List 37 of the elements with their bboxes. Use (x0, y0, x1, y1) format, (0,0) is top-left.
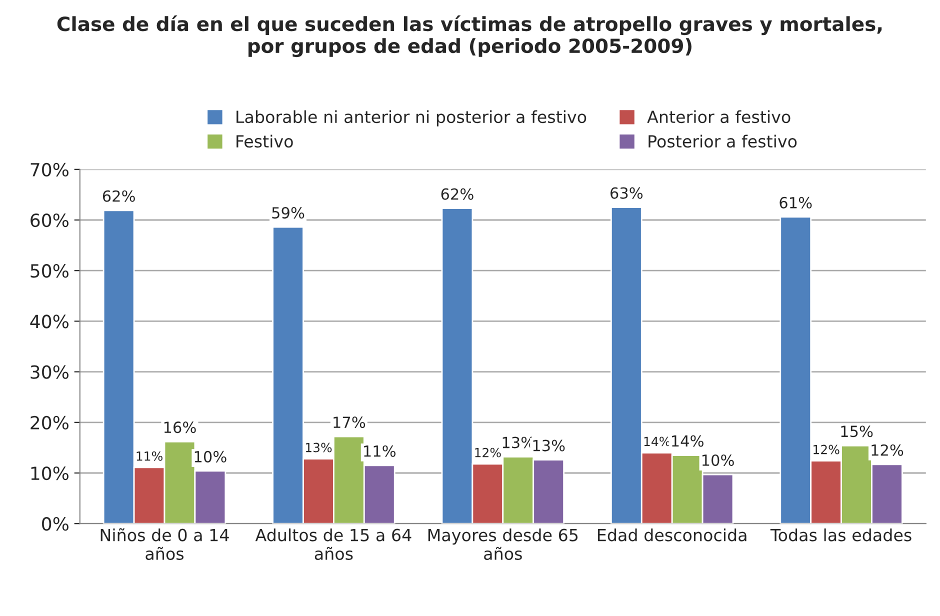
data-label: 16% (164, 422, 196, 434)
data-label: 11% (364, 445, 396, 457)
legend-label: Festivo (236, 134, 293, 148)
y-tick-label: 60% (30, 213, 68, 228)
x-tick-label: Adultos de 15 a 64 años (255, 528, 412, 560)
data-label: 11% (136, 451, 162, 461)
y-tick-label: 50% (30, 264, 68, 278)
legend-label: Posterior a festivo (648, 134, 797, 148)
data-label: 62% (441, 188, 474, 200)
y-tick-label: 10% (31, 466, 68, 480)
data-label: 59% (272, 207, 304, 219)
y-tick-label: 30% (30, 365, 68, 379)
data-label: 61% (780, 196, 812, 208)
y-tick-label: 70% (30, 162, 68, 177)
data-label: 13% (533, 440, 565, 452)
data-label: 13% (306, 442, 332, 452)
x-tick-label: Mayores desde 65 años (428, 528, 578, 560)
data-label: 62% (102, 190, 135, 202)
data-label: 12% (814, 444, 840, 454)
legend-label: Anterior a festivo (647, 110, 790, 124)
data-label: 14% (672, 435, 704, 447)
y-tick-label: 40% (30, 314, 68, 328)
x-tick-label: Niños de 0 a 14 años (100, 528, 229, 560)
data-label: 10% (702, 454, 734, 466)
data-label: 15% (841, 426, 873, 438)
y-tick-label: 0% (42, 517, 68, 531)
chart-title: Clase de día en el que suceden las víctimas de atropello graves y mortales, por grupos de edad (periodo 2005-2009) (57, 15, 882, 58)
x-tick-label: Edad desconocida (598, 528, 746, 542)
data-label: 10% (194, 450, 226, 462)
legend-label: Laborable ni anterior ni posterior a festivo (236, 110, 586, 126)
x-tick-label: Todas las edades (770, 528, 912, 542)
data-label: 17% (334, 416, 366, 428)
y-tick-label: 20% (30, 416, 68, 430)
data-label: 63% (610, 187, 643, 199)
data-label: 12% (475, 448, 501, 458)
data-label: 12% (872, 444, 904, 456)
data-label: 14% (644, 436, 670, 446)
